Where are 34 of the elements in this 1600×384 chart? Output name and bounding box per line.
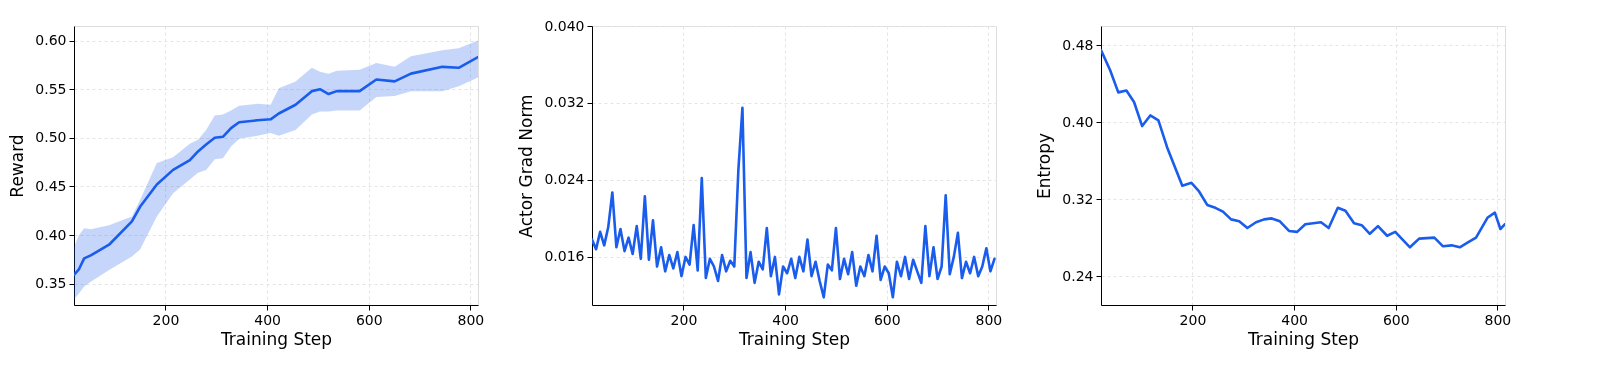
y-tick-label: 0.24 (1062, 267, 1094, 284)
x-tick-label: 200 (152, 311, 180, 328)
y-tick-label: 0.024 (544, 171, 585, 188)
x-tick-label: 200 (670, 311, 698, 328)
x-tick-label: 400 (772, 311, 799, 328)
y-tick-label: 0.48 (1062, 36, 1094, 53)
y-tick-label: 0.016 (544, 248, 585, 265)
y-tick-label: 0.45 (35, 177, 67, 194)
y-tick-label: 0.32 (1062, 190, 1094, 207)
x-tick-label: 600 (1382, 311, 1410, 328)
y-tick-label: 0.40 (35, 226, 67, 243)
x-tick-label: 400 (254, 311, 281, 328)
x-tick-label: 800 (457, 311, 485, 328)
y-tick-label: 0.60 (35, 32, 67, 49)
y-axis-title: Entropy (1034, 132, 1055, 200)
x-tick-label: 800 (1484, 311, 1512, 328)
x-axis-title: Training Step (219, 328, 333, 349)
x-tick-label: 800 (975, 311, 1003, 328)
y-tick-label: 0.032 (544, 94, 585, 111)
x-axis-title: Training Step (737, 328, 851, 349)
x-tick-label: 600 (355, 311, 383, 328)
x-axis-title: Training Step (1246, 328, 1360, 349)
x-tick-label: 200 (1179, 311, 1207, 328)
y-axis-title: Reward (7, 134, 28, 198)
y-tick-label: 0.55 (35, 80, 67, 97)
y-tick-label: 0.35 (35, 275, 67, 292)
y-tick-label: 0.40 (1062, 113, 1094, 130)
y-tick-label: 0.040 (544, 17, 585, 34)
line-series (1101, 48, 1505, 249)
y-tick-label: 0.50 (35, 129, 67, 146)
x-tick-label: 400 (1281, 311, 1308, 328)
y-axis-title: Actor Grad Norm (516, 94, 537, 238)
x-tick-label: 600 (873, 311, 901, 328)
line-series (592, 106, 996, 299)
